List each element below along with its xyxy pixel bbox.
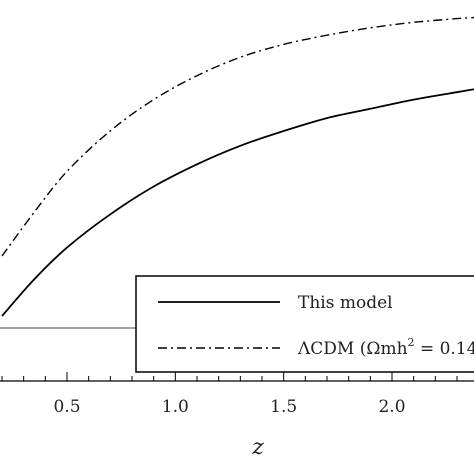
series-group xyxy=(1,16,474,317)
legend-label-this-model: This model xyxy=(298,293,393,313)
x-tick-label: 2.0 xyxy=(378,397,405,417)
x-axis-ticks: 0.5 1.0 1.5 2.0 xyxy=(1,372,458,417)
legend-box xyxy=(135,275,474,373)
legend: This model ΛCDM (Ωmh2 = 0.14 xyxy=(135,275,474,373)
x-tick-label: 1.5 xyxy=(270,397,297,417)
series-line-this-model xyxy=(1,88,474,317)
x-tick-label: 0.5 xyxy=(53,397,80,417)
legend-label-lcdm-sup: 2 xyxy=(408,336,415,349)
x-axis-title: z xyxy=(251,435,264,460)
legend-label-lcdm-main: ΛCDM (Ωmh xyxy=(297,339,408,359)
legend-label-lcdm: ΛCDM (Ωmh2 = 0.14 xyxy=(297,336,474,359)
series-line-lcdm xyxy=(1,16,474,257)
legend-label-lcdm-tail: = 0.14 xyxy=(415,339,474,359)
x-tick-label: 1.0 xyxy=(162,397,189,417)
